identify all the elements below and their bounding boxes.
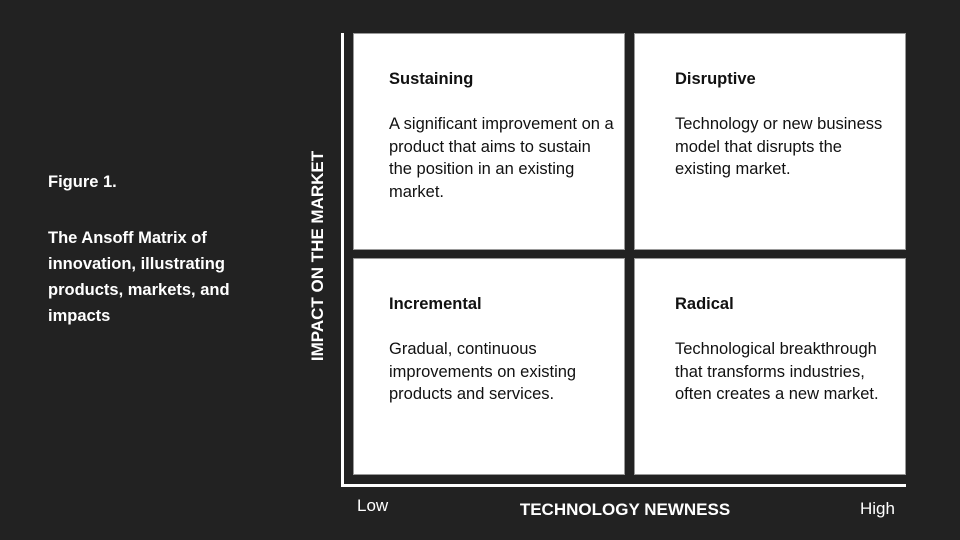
quadrant-title: Radical [675, 295, 734, 313]
x-axis-low-label: Low [357, 496, 389, 515]
x-axis-label: TECHNOLOGY NEWNESS [519, 500, 731, 519]
quadrant-title: Sustaining [389, 70, 474, 88]
quadrant-text: Technological breakthrough that transfor… [675, 340, 879, 403]
x-axis-line [341, 484, 906, 487]
quadrant-text: Gradual, continuous improvements on exis… [389, 340, 577, 403]
quadrant-radical: Radical Technological breakthrough that … [634, 258, 906, 475]
x-axis-high-label: High [860, 499, 895, 518]
figure-description: The Ansoff Matrix of innovation, illustr… [48, 229, 230, 325]
y-axis-line [341, 33, 344, 487]
quadrant-sustaining: Sustaining A significant improvement on … [353, 33, 625, 250]
figure-number: Figure 1. [48, 173, 117, 191]
quadrant-title: Incremental [389, 295, 482, 313]
quadrant-incremental: Incremental Gradual, continuous improvem… [353, 258, 625, 475]
quadrant-title: Disruptive [675, 70, 756, 88]
quadrant-text: A significant improvement on a product t… [389, 115, 614, 201]
y-axis-label: IMPACT ON THE MARKET [308, 150, 327, 362]
quadrant-text: Technology or new business model that di… [675, 115, 883, 178]
quadrant-disruptive: Disruptive Technology or new business mo… [634, 33, 906, 250]
